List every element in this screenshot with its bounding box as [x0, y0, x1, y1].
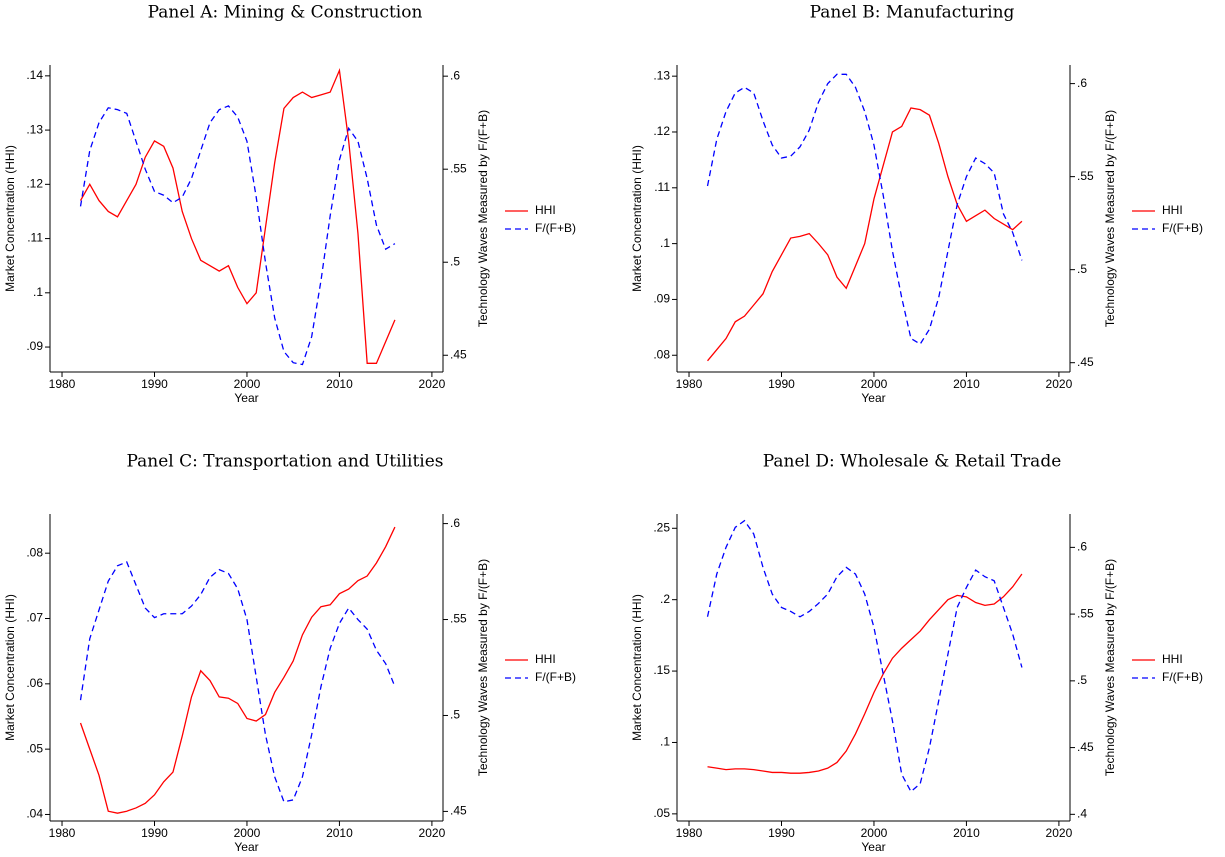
- y-tick-label: .13: [26, 122, 43, 136]
- y-tick-label: .05: [26, 741, 43, 755]
- legend-label: F/(F+B): [535, 670, 576, 684]
- x-axis-label: Year: [234, 840, 258, 854]
- panel: Panel A: Mining & Construction 1980 1990 20…: [3, 3, 576, 406]
- x-tick-label: 2020: [419, 377, 446, 391]
- y2-tick-label: .45: [1077, 740, 1094, 754]
- y2-tick-label: .45: [450, 804, 467, 818]
- panel-title: Panel A: Mining & Construction: [148, 3, 423, 23]
- y2-tick-label: .55: [1077, 169, 1094, 183]
- x-tick-label: 1980: [49, 826, 76, 840]
- x-tick-label: 2020: [419, 826, 446, 840]
- x-tick-label: 1980: [676, 377, 703, 391]
- y-tick-label: .05: [653, 806, 670, 820]
- series-line: [79, 561, 396, 803]
- legend-label: F/(F+B): [1162, 670, 1203, 684]
- y2-tick-label: .6: [450, 68, 460, 82]
- series-line: [79, 67, 396, 364]
- y-tick-label: .07: [26, 611, 43, 625]
- y-tick-label: .09: [26, 339, 43, 353]
- y2-tick-label: .5: [450, 708, 460, 722]
- y-tick-label: .15: [653, 663, 670, 677]
- legend-label: F/(F+B): [1162, 221, 1203, 235]
- x-tick-label: 1990: [141, 826, 168, 840]
- series-line: [706, 519, 1023, 793]
- y2-tick-label: .55: [1077, 606, 1094, 620]
- x-tick-label: 2010: [326, 377, 353, 391]
- x-axis-label: Year: [234, 391, 258, 405]
- y-tick-label: .1: [33, 285, 43, 299]
- panel-title: Panel B: Manufacturing: [810, 3, 1015, 23]
- x-tick-label: 2000: [234, 826, 261, 840]
- y-tick-label: .13: [653, 68, 670, 82]
- panel: Panel D: Wholesale & Retail Trade 1980 199…: [630, 452, 1203, 855]
- series-line: [79, 526, 396, 814]
- y2-axis-label: Technology Waves Measured by F/(F+B): [476, 559, 490, 776]
- x-axis-label: Year: [861, 840, 885, 854]
- x-tick-label: 1990: [768, 377, 795, 391]
- y-tick-label: .1: [660, 236, 670, 250]
- y-tick-label: .11: [27, 231, 43, 245]
- y2-tick-label: .45: [450, 347, 467, 361]
- series-line: [707, 573, 1023, 774]
- x-tick-label: 2020: [1046, 377, 1073, 391]
- x-tick-label: 2020: [1046, 826, 1073, 840]
- y-tick-label: .12: [26, 177, 43, 191]
- x-tick-label: 2000: [234, 377, 261, 391]
- y2-tick-label: .6: [1077, 540, 1087, 554]
- panel-title: Panel C: Transportation and Utilities: [126, 452, 443, 472]
- x-tick-label: 1990: [141, 377, 168, 391]
- x-tick-label: 2000: [861, 826, 888, 840]
- y2-axis-label: Technology Waves Measured by F/(F+B): [1103, 110, 1117, 327]
- y2-tick-label: .5: [1077, 673, 1087, 687]
- y-axis-label: Market Concentration (HHI): [3, 594, 17, 741]
- series-line: [706, 73, 1023, 345]
- x-tick-label: 2000: [861, 377, 888, 391]
- x-tick-label: 2010: [953, 826, 980, 840]
- y2-tick-label: .6: [1077, 76, 1087, 90]
- series-line: [79, 105, 396, 366]
- legend-label: HHI: [535, 652, 556, 666]
- panel: Panel B: Manufacturing 1980 1990 2000 2010 20…: [630, 3, 1203, 406]
- x-tick-label: 1980: [49, 377, 76, 391]
- x-tick-label: 2010: [953, 377, 980, 391]
- y2-axis-label: Technology Waves Measured by F/(F+B): [476, 110, 490, 327]
- y-tick-label: .04: [26, 807, 43, 821]
- panel-title: Panel D: Wholesale & Retail Trade: [763, 452, 1062, 472]
- legend-label: HHI: [1162, 203, 1183, 217]
- y-tick-label: .09: [653, 292, 670, 306]
- y-tick-label: .08: [653, 347, 670, 361]
- y2-tick-label: .6: [450, 516, 460, 530]
- y-axis-label: Market Concentration (HHI): [630, 594, 644, 741]
- y-tick-label: .14: [26, 68, 43, 82]
- legend-label: F/(F+B): [535, 221, 576, 235]
- panel: Panel C: Transportation and Utilities 198…: [3, 452, 576, 855]
- y2-tick-label: .5: [1077, 262, 1087, 276]
- y-tick-label: .2: [660, 592, 670, 606]
- y-tick-label: .08: [26, 545, 43, 559]
- x-tick-label: 2010: [326, 826, 353, 840]
- y2-tick-label: .4: [1077, 806, 1087, 820]
- y-axis-label: Market Concentration (HHI): [3, 145, 17, 292]
- y-tick-label: .11: [654, 180, 670, 194]
- x-tick-label: 1980: [676, 826, 703, 840]
- y-tick-label: .06: [26, 676, 43, 690]
- y2-tick-label: .45: [1077, 355, 1094, 369]
- y2-axis-label: Technology Waves Measured by F/(F+B): [1103, 559, 1117, 776]
- y2-tick-label: .55: [450, 161, 467, 175]
- y-tick-label: .1: [660, 735, 670, 749]
- x-tick-label: 1990: [768, 826, 795, 840]
- y-axis-label: Market Concentration (HHI): [630, 145, 644, 292]
- y-tick-label: .25: [653, 520, 670, 534]
- series-line: [707, 107, 1023, 362]
- y2-tick-label: .5: [450, 254, 460, 268]
- y2-tick-label: .55: [450, 612, 467, 626]
- y-tick-label: .12: [653, 124, 670, 138]
- legend-label: HHI: [1162, 652, 1183, 666]
- legend-label: HHI: [535, 203, 556, 217]
- x-axis-label: Year: [861, 391, 885, 405]
